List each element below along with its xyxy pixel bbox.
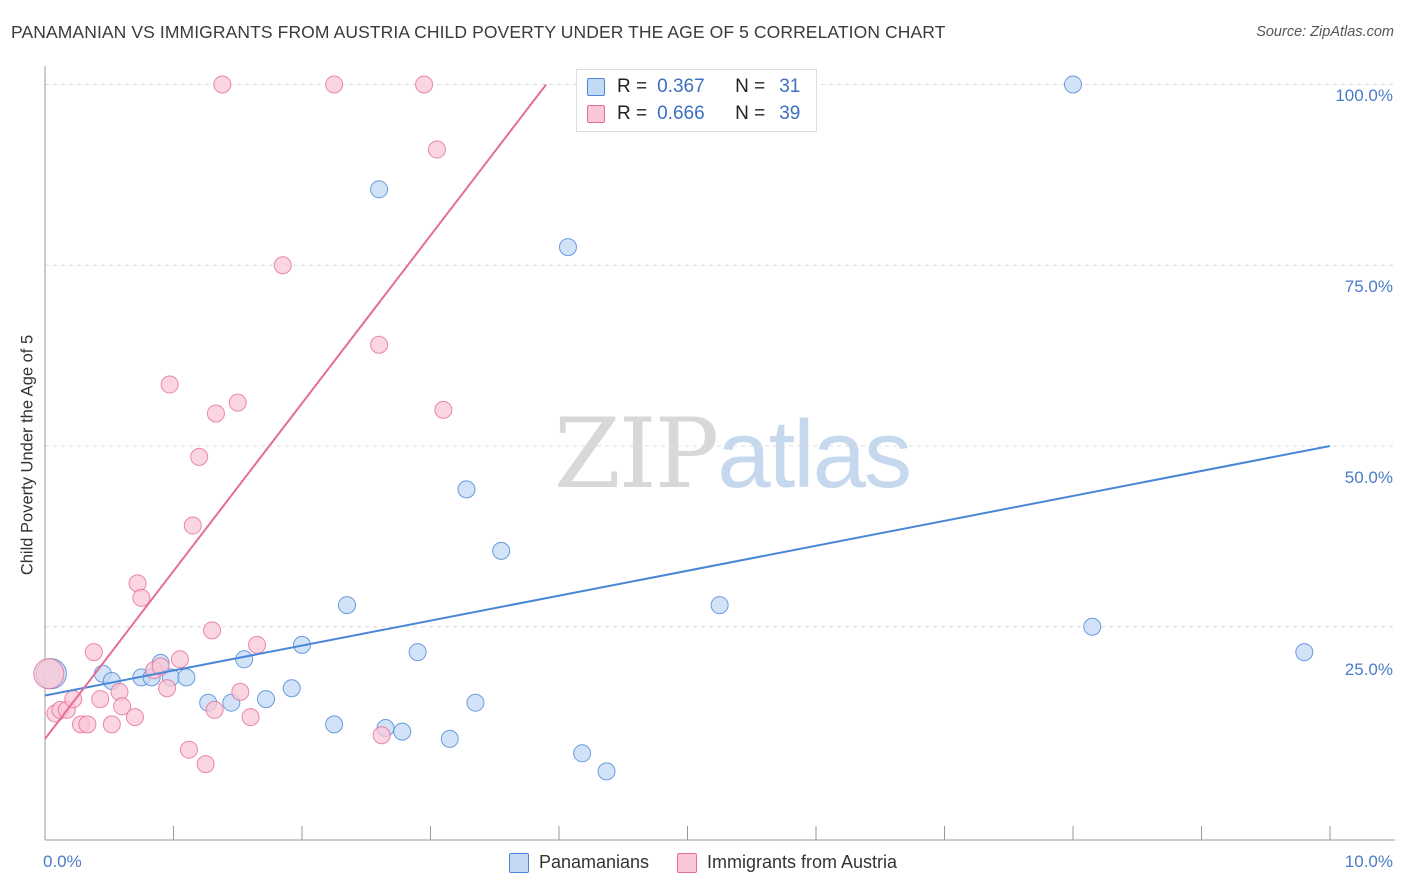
- n-label: N =: [735, 103, 766, 124]
- panamanians-point: [370, 180, 389, 199]
- n-label: N =: [735, 76, 766, 97]
- watermark-zip: ZIP: [554, 398, 719, 510]
- austria-point: [206, 404, 225, 423]
- austria-point: [213, 75, 232, 94]
- austria-point: [151, 657, 170, 676]
- chart-title: PANAMANIAN VS IMMIGRANTS FROM AUSTRIA CH…: [11, 22, 946, 42]
- austria-point: [427, 140, 446, 159]
- austria-point: [370, 335, 389, 354]
- panamanians-point: [325, 715, 344, 734]
- austria-point: [78, 715, 97, 734]
- n-value: 31: [779, 76, 801, 97]
- austria-point: [190, 447, 209, 466]
- austria-swatch: [587, 105, 605, 123]
- austria-point: [372, 726, 391, 745]
- legend-item-panamanians[interactable]: Panamanians: [508, 852, 650, 873]
- austria-trend-line: [44, 83, 547, 740]
- x-tick-label-min: 0.0%: [43, 852, 82, 871]
- panamanians-point: [1064, 75, 1082, 94]
- stats-row-austria: R = 0.666 N = 39: [587, 101, 800, 127]
- panamanians-point: [440, 729, 459, 748]
- y-tick-label: 25.0%: [1344, 660, 1393, 679]
- r-label: R =: [617, 103, 648, 124]
- panamanians-point: [408, 643, 427, 662]
- panamanians-point: [492, 541, 511, 560]
- austria-point: [273, 256, 292, 275]
- y-tick-label: 75.0%: [1344, 277, 1393, 296]
- panamanians-point: [393, 722, 412, 741]
- x-tick-label-max: 10.0%: [1344, 852, 1393, 871]
- austria-point: [160, 375, 179, 394]
- austria-point: [84, 643, 103, 662]
- r-value: 0.367: [657, 76, 705, 97]
- austria-point: [325, 75, 344, 94]
- austria-point: [33, 658, 65, 690]
- austria-point: [179, 740, 198, 759]
- legend-swatch-panamanians: [508, 852, 529, 873]
- panamanians-point: [597, 762, 616, 781]
- panamanians-point: [257, 690, 276, 709]
- r-label: R =: [617, 76, 648, 97]
- austria-point: [231, 682, 250, 701]
- austria-point: [170, 650, 189, 669]
- panamanians-point: [1295, 643, 1314, 662]
- panamanians-point: [710, 596, 729, 615]
- panamanians-point: [337, 596, 356, 615]
- austria-point: [434, 400, 453, 419]
- y-tick-label: 50.0%: [1344, 468, 1393, 487]
- panamanians-point: [1083, 617, 1102, 636]
- austria-point: [241, 708, 260, 727]
- panamanians-point: [282, 679, 301, 698]
- r-value: 0.666: [657, 103, 705, 124]
- panamanians-trend-line: [44, 445, 1331, 697]
- legend-label-austria: Immigrants from Austria: [707, 852, 898, 872]
- austria-point: [102, 715, 121, 734]
- austria-point: [228, 393, 247, 412]
- legend-label-panamanians: Panamanians: [538, 852, 650, 872]
- panamanians-point: [573, 744, 592, 763]
- stats-row-panamanians: R = 0.367 N = 31: [587, 74, 800, 100]
- austria-point: [196, 755, 215, 774]
- panamanians-point: [457, 480, 476, 499]
- panamanians-point: [235, 650, 254, 669]
- austria-point: [158, 679, 177, 698]
- n-value: 39: [779, 103, 801, 124]
- source-label: Source: ZipAtlas.com: [1256, 24, 1394, 40]
- austria-point: [132, 588, 151, 607]
- watermark: ZIPatlas: [554, 398, 912, 510]
- panamanians-swatch: [587, 78, 605, 96]
- austria-point: [203, 621, 222, 640]
- austria-point: [248, 635, 267, 654]
- austria-point: [205, 700, 224, 719]
- panamanians-point: [558, 238, 577, 257]
- panamanians-point: [177, 668, 196, 687]
- austria-point: [183, 516, 202, 535]
- panamanians-point: [466, 693, 485, 712]
- legend-item-austria[interactable]: Immigrants from Austria: [677, 852, 897, 873]
- legend: Panamanians Immigrants from Austria: [0, 852, 1406, 873]
- stats-box: R = 0.367 N = 31 R = 0.666 N = 39: [576, 69, 817, 132]
- austria-point: [113, 697, 132, 716]
- austria-point: [91, 690, 110, 709]
- y-tick-label: 100.0%: [1335, 86, 1393, 105]
- legend-swatch-austria: [677, 852, 698, 873]
- austria-point: [125, 708, 144, 727]
- watermark-atlas: atlas: [717, 401, 912, 508]
- austria-point: [415, 75, 434, 94]
